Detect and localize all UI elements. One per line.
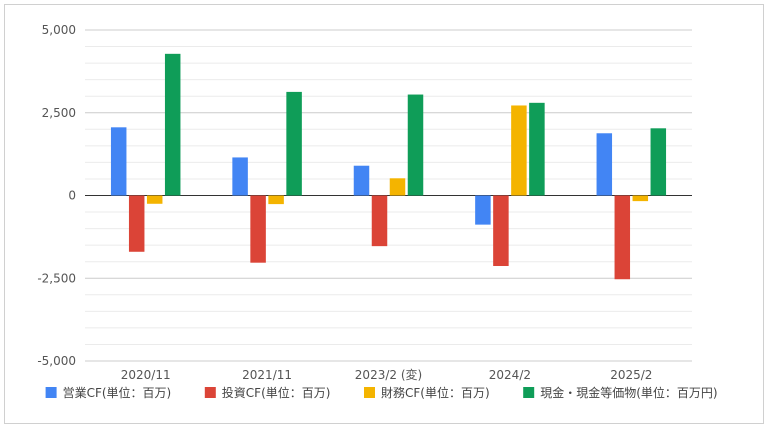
x-tick-label: 2020/11 [121,368,171,382]
bar [529,102,545,196]
bar [650,128,667,196]
gridlines [85,29,692,362]
bar [475,195,491,225]
y-tick-label: 2,500 [42,106,76,120]
bar [614,195,631,280]
bar [632,195,649,202]
bars [110,53,667,280]
legend-label: 投資CF(単位：百万) [222,385,331,400]
legend-label: 現金・現金等価物(単位：百万円) [540,385,717,400]
bar [110,127,127,196]
x-tick-label: 2025/2 [610,368,652,382]
legend-label: 財務CF(単位：百万) [381,385,490,400]
bar [596,133,613,196]
y-tick-label: 5,000 [42,23,76,37]
bar [371,195,388,247]
bar [493,195,509,267]
bar [164,53,181,196]
legend-swatch [45,387,57,398]
y-tick-label: -2,500 [37,271,76,285]
bar [286,91,302,196]
legend: 営業CF(単位：百万) 投資CF(単位：百万) 財務CF(単位：百万) 現金・現金等価… [45,385,718,400]
bar [268,195,284,205]
y-axis: 5,000 2,500 0 -2,500 -5,000 [37,23,76,368]
x-tick-label: 2023/2 (変) [355,367,422,382]
bar [353,165,370,196]
y-tick-label: -5,000 [37,354,76,368]
legend-swatch [204,387,216,398]
bar [250,195,266,263]
x-tick-label: 2024/2 [489,368,531,382]
bar [511,105,527,196]
bar [128,195,145,252]
legend-swatch [364,387,375,398]
x-tick-label: 2021/11 [242,368,292,382]
legend-label: 営業CF(単位：百万) [63,385,172,400]
bar [389,178,406,196]
y-tick-label: 0 [68,189,76,203]
bar [232,157,248,196]
bar [407,94,424,196]
legend-swatch [523,387,535,398]
bar [146,195,163,204]
x-axis: 2020/11 2021/11 2023/2 (変) 2024/2 2025/2 [121,367,653,382]
